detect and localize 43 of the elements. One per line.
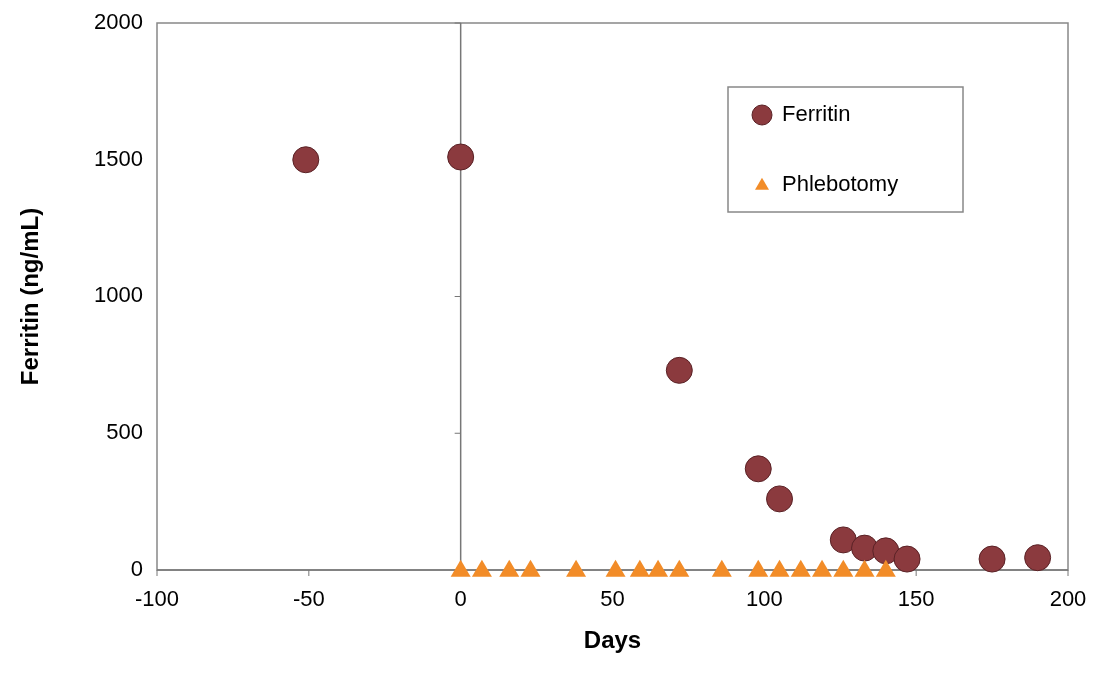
x-tick-label: 200 — [1049, 586, 1087, 611]
point — [669, 559, 690, 577]
point — [447, 143, 475, 171]
point — [893, 545, 921, 573]
x-tick-label: 0 — [454, 586, 467, 611]
x-tick-label: 100 — [745, 586, 783, 611]
point — [978, 545, 1006, 573]
y-tick-label: 500 — [106, 419, 143, 445]
point — [1024, 544, 1052, 572]
point — [566, 559, 587, 577]
point — [450, 559, 471, 577]
y-tick-label: 2000 — [94, 8, 143, 34]
point — [471, 559, 492, 577]
x-tick-label: -100 — [134, 586, 180, 611]
point — [605, 559, 626, 577]
point — [812, 559, 833, 577]
point — [872, 537, 900, 565]
point — [711, 559, 732, 577]
point — [744, 455, 772, 483]
x-tick-label: 150 — [897, 586, 935, 611]
point — [769, 559, 790, 577]
point — [665, 356, 693, 384]
y-tick-label: 1500 — [94, 145, 143, 171]
point — [833, 559, 854, 577]
legend-label: Phlebotomy — [782, 170, 899, 196]
point — [766, 485, 794, 513]
y-tick-label: 1000 — [94, 282, 143, 308]
x-tick-label: 50 — [600, 586, 625, 611]
point — [499, 559, 520, 577]
point — [629, 559, 650, 577]
point — [748, 559, 769, 577]
x-axis-title: Days — [583, 626, 642, 653]
point — [829, 526, 857, 554]
y-axis-title: Ferritin (ng/mL) — [16, 207, 43, 386]
point — [520, 559, 541, 577]
point — [854, 559, 875, 577]
point — [292, 146, 320, 174]
legend-label: Ferritin — [782, 100, 851, 126]
point — [790, 559, 811, 577]
y-tick-label: 0 — [130, 555, 143, 581]
point — [648, 559, 669, 577]
point — [875, 559, 896, 577]
x-tick-label: -50 — [292, 586, 325, 611]
